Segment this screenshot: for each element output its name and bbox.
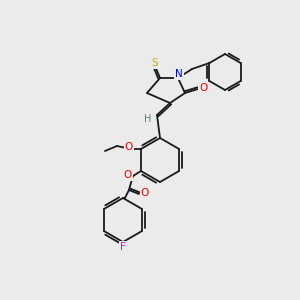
Text: H: H <box>144 114 152 124</box>
Text: O: O <box>124 170 132 180</box>
Text: F: F <box>120 242 126 252</box>
Text: O: O <box>199 83 207 93</box>
Text: O: O <box>141 188 149 198</box>
Text: N: N <box>175 69 183 79</box>
Text: O: O <box>125 142 133 152</box>
Text: S: S <box>152 58 158 68</box>
